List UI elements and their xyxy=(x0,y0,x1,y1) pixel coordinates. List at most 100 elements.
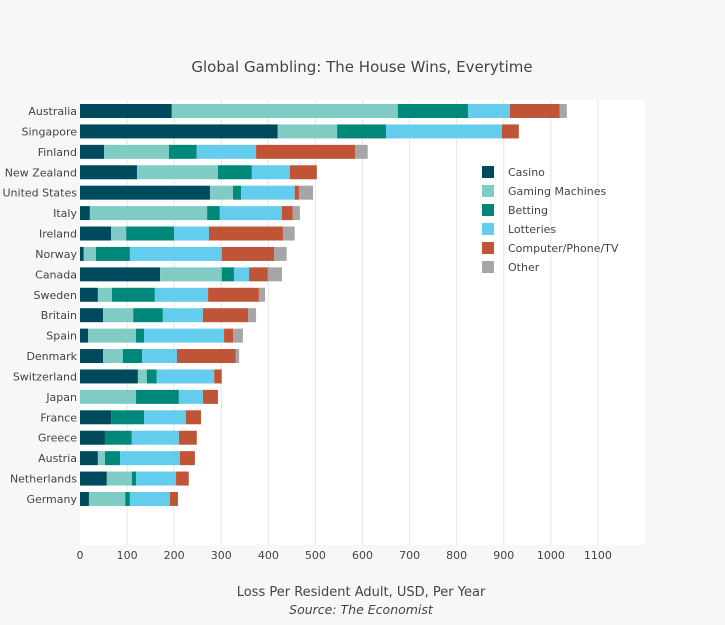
bar-casino[interactable] xyxy=(80,369,138,384)
bar-casino[interactable] xyxy=(80,124,278,139)
bar-betting[interactable] xyxy=(233,185,242,200)
bar-casino[interactable] xyxy=(80,226,112,241)
bar-lotteries[interactable] xyxy=(144,410,186,425)
bar-betting[interactable] xyxy=(131,471,137,486)
bar-lotteries[interactable] xyxy=(154,287,209,302)
bar-casino[interactable] xyxy=(80,308,104,323)
bar-lotteries[interactable] xyxy=(120,451,180,466)
bar-betting[interactable] xyxy=(207,206,220,221)
bar-computer-phone-tv[interactable] xyxy=(176,471,189,486)
bar-betting[interactable] xyxy=(136,328,145,343)
bar-betting[interactable] xyxy=(146,369,157,384)
bar-lotteries[interactable] xyxy=(196,144,257,159)
bar-computer-phone-tv[interactable] xyxy=(509,104,560,118)
legend[interactable]: Casino Gaming Machines Betting Lotteries Com… xyxy=(482,166,619,274)
bar-other[interactable] xyxy=(233,328,243,343)
bar-computer-phone-tv[interactable] xyxy=(214,369,222,384)
bar-casino[interactable] xyxy=(80,328,89,343)
bar-lotteries[interactable] xyxy=(233,267,250,282)
legend-item[interactable]: Lotteries xyxy=(482,223,556,236)
bar-gaming-machines[interactable] xyxy=(111,226,127,241)
bar-gaming-machines[interactable] xyxy=(83,246,97,261)
bar-computer-phone-tv[interactable] xyxy=(221,246,274,261)
bar-computer-phone-tv[interactable] xyxy=(256,144,355,159)
bar-computer-phone-tv[interactable] xyxy=(179,451,195,466)
bar-gaming-machines[interactable] xyxy=(106,471,132,486)
legend-item[interactable]: Gaming Machines xyxy=(482,185,607,198)
bar-gaming-machines[interactable] xyxy=(136,165,218,180)
bar-computer-phone-tv[interactable] xyxy=(224,328,234,343)
bar-gaming-machines[interactable] xyxy=(171,104,398,118)
bar-casino[interactable] xyxy=(80,287,98,302)
bar-other[interactable] xyxy=(298,185,314,200)
bar-computer-phone-tv[interactable] xyxy=(202,389,218,404)
bar-casino[interactable] xyxy=(80,349,104,364)
bar-casino[interactable] xyxy=(80,410,112,425)
bar-other[interactable] xyxy=(267,267,282,282)
bar-gaming-machines[interactable] xyxy=(88,491,126,506)
bar-casino[interactable] xyxy=(80,185,210,200)
legend-item[interactable]: Other xyxy=(482,261,540,274)
bar-lotteries[interactable] xyxy=(136,471,177,486)
bar-gaming-machines[interactable] xyxy=(160,267,222,282)
bar-computer-phone-tv[interactable] xyxy=(281,206,293,221)
bar-gaming-machines[interactable] xyxy=(137,369,147,384)
bar-computer-phone-tv[interactable] xyxy=(501,124,519,139)
bar-betting[interactable] xyxy=(221,267,234,282)
bar-other[interactable] xyxy=(235,349,240,364)
bar-gaming-machines[interactable] xyxy=(89,206,208,221)
bar-lotteries[interactable] xyxy=(251,165,290,180)
bar-other[interactable] xyxy=(292,206,300,221)
bar-computer-phone-tv[interactable] xyxy=(185,410,202,425)
bar-computer-phone-tv[interactable] xyxy=(209,226,283,241)
bar-casino[interactable] xyxy=(80,206,90,221)
bar-lotteries[interactable] xyxy=(219,206,282,221)
legend-item[interactable]: Betting xyxy=(482,204,548,217)
bar-betting[interactable] xyxy=(125,491,130,506)
bar-casino[interactable] xyxy=(80,471,107,486)
bar-betting[interactable] xyxy=(126,226,175,241)
bar-computer-phone-tv[interactable] xyxy=(202,308,249,323)
bar-computer-phone-tv[interactable] xyxy=(176,349,236,364)
bar-lotteries[interactable] xyxy=(241,185,295,200)
bar-casino[interactable] xyxy=(80,491,89,506)
bar-casino[interactable] xyxy=(80,104,172,118)
bar-casino[interactable] xyxy=(80,451,98,466)
bar-lotteries[interactable] xyxy=(386,124,502,139)
bar-gaming-machines[interactable] xyxy=(97,287,113,302)
bar-computer-phone-tv[interactable] xyxy=(289,165,317,180)
bar-other[interactable] xyxy=(248,308,257,323)
bar-betting[interactable] xyxy=(104,451,121,466)
bar-betting[interactable] xyxy=(133,308,163,323)
bar-betting[interactable] xyxy=(122,349,143,364)
bar-lotteries[interactable] xyxy=(144,328,225,343)
bar-gaming-machines[interactable] xyxy=(97,451,105,466)
legend-item[interactable]: Computer/Phone/TV xyxy=(482,242,619,255)
bar-computer-phone-tv[interactable] xyxy=(208,287,259,302)
bar-betting[interactable] xyxy=(112,287,155,302)
bar-gaming-machines[interactable] xyxy=(104,144,169,159)
bar-betting[interactable] xyxy=(104,430,132,445)
bar-lotteries[interactable] xyxy=(178,389,203,404)
legend-item[interactable]: Casino xyxy=(482,166,545,179)
bar-betting[interactable] xyxy=(168,144,197,159)
bar-computer-phone-tv[interactable] xyxy=(169,491,178,506)
bar-casino[interactable] xyxy=(80,430,105,445)
bar-lotteries[interactable] xyxy=(131,430,179,445)
bar-other[interactable] xyxy=(354,144,368,159)
bar-casino[interactable] xyxy=(80,267,161,282)
bar-gaming-machines[interactable] xyxy=(277,124,338,139)
bar-computer-phone-tv[interactable] xyxy=(178,430,197,445)
bar-other[interactable] xyxy=(258,287,266,302)
bar-casino[interactable] xyxy=(80,246,84,261)
bar-betting[interactable] xyxy=(136,389,179,404)
bar-lotteries[interactable] xyxy=(174,226,210,241)
bar-other[interactable] xyxy=(282,226,295,241)
bar-betting[interactable] xyxy=(111,410,145,425)
bar-other[interactable] xyxy=(559,104,567,118)
bar-lotteries[interactable] xyxy=(129,246,222,261)
bar-betting[interactable] xyxy=(397,104,468,118)
bar-other[interactable] xyxy=(273,246,287,261)
bar-lotteries[interactable] xyxy=(142,349,177,364)
bar-gaming-machines[interactable] xyxy=(103,308,134,323)
